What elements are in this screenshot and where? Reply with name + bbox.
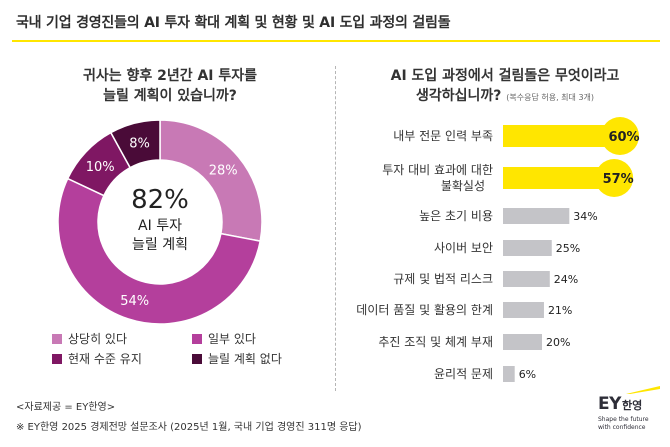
legend-label: 상당히 있다 <box>68 332 128 346</box>
left-question: 귀사는 향후 2년간 AI 투자를 늘릴 계획이 있습니까? <box>20 66 320 106</box>
donut-center-line1: AI 투자 <box>138 218 182 234</box>
donut-slice <box>159 119 263 242</box>
bar-row: 25% 사이버 보안 <box>434 240 580 256</box>
legend-swatch <box>52 353 62 364</box>
bar-category-label-line: 윤리적 문제 <box>434 367 493 381</box>
legend-swatch <box>192 353 202 364</box>
bar-category-label: 규제 및 법적 리스크 <box>393 272 493 286</box>
legend-swatch <box>192 333 202 344</box>
ey-logo-name: 한영 <box>622 399 643 412</box>
bar-category-label: 내부 전문 인력 부족 <box>393 129 493 143</box>
bar-row: 20% 추진 조직 및 체계 부재 <box>378 334 570 350</box>
right-question-line1: AI 도입 과정에서 걸림돌은 무엇이라고 <box>390 68 620 84</box>
bar-value-label: 6% <box>519 368 536 381</box>
bar-category-label-line: 내부 전문 인력 부족 <box>393 129 493 143</box>
bar <box>503 302 544 318</box>
title-underline <box>12 40 660 42</box>
donut-slice-label: 10% <box>86 160 115 175</box>
bar-value-label: 60% <box>608 130 639 145</box>
legend-item: 일부 있다 <box>192 330 256 347</box>
donut-slice <box>109 119 161 169</box>
bar-category-label-line: 추진 조직 및 체계 부재 <box>378 335 493 349</box>
bar-highlight-cap <box>595 159 634 197</box>
right-question: AI 도입 과정에서 걸림돌은 무엇이라고 생각하십니까? (복수응답 허용, … <box>345 66 665 108</box>
legend-label: 일부 있다 <box>208 332 256 346</box>
bar <box>503 240 552 256</box>
bar <box>503 167 615 189</box>
bar-category-label: 높은 초기 비용 <box>419 209 493 223</box>
bar-category-label: 데이터 품질 및 활용의 한계 <box>356 303 493 317</box>
bar-category-label-line: 높은 초기 비용 <box>419 209 493 223</box>
bar-category-label: 사이버 보안 <box>434 241 493 255</box>
donut-slice-label: 54% <box>120 294 149 309</box>
donut-center-value: 82% <box>131 185 189 215</box>
right-question-line2-row: 생각하십니까? (복수응답 허용, 최대 3개) <box>345 86 665 108</box>
bar-value-label: 21% <box>548 304 572 317</box>
ey-logo: EY 한영 Shape the future with confidence <box>596 384 662 440</box>
bar-value-label: 25% <box>556 242 580 255</box>
bar-value-label: 57% <box>603 172 634 187</box>
bar-highlight-cap <box>601 117 639 155</box>
left-question-line1: 귀사는 향후 2년간 AI 투자를 <box>82 68 258 84</box>
bar-category-label-line: 데이터 품질 및 활용의 한계 <box>356 303 493 317</box>
donut-center-line2: 늘릴 계획 <box>132 237 188 253</box>
right-question-note: (복수응답 허용, 최대 3개) <box>506 93 595 102</box>
donut-slice-label: 28% <box>209 164 238 179</box>
legend-label: 현재 수준 유지 <box>68 352 142 366</box>
ey-logo-tagline-2: with confidence <box>598 424 646 431</box>
section-divider <box>335 66 336 391</box>
bar-value-label: 34% <box>573 210 597 223</box>
legend-item: 늘릴 계획 없다 <box>192 350 282 367</box>
bar <box>503 125 620 147</box>
bar-row: 34% 높은 초기 비용 <box>419 208 598 224</box>
page-title: 국내 기업 경영진들의 AI 투자 확대 계획 및 현황 및 AI 도입 과정의… <box>16 15 451 31</box>
bar <box>503 366 515 382</box>
bar-category-label: 윤리적 문제 <box>434 367 493 381</box>
donut-slice <box>57 177 262 325</box>
bar <box>503 208 570 224</box>
bar-value-label: 20% <box>546 336 570 349</box>
source-note: ※ EY한영 2025 경제전망 설문조사 (2025년 1월, 국내 기업 경… <box>16 422 362 433</box>
donut-slice-label: 8% <box>129 137 150 152</box>
bar-category-label-line: 불확실성 <box>441 179 485 193</box>
bar-category-label: 추진 조직 및 체계 부재 <box>378 335 493 349</box>
legend-label: 늘릴 계획 없다 <box>208 352 282 366</box>
legend-item: 상당히 있다 <box>52 330 127 347</box>
ey-logo-slash-icon <box>626 386 660 394</box>
bar-row: 6% 윤리적 문제 <box>434 366 536 382</box>
right-question-line2: 생각하십니까? <box>415 88 502 104</box>
bar-value-label: 24% <box>554 273 578 286</box>
bar-row: 60% 내부 전문 인력 부족 <box>393 117 640 155</box>
bar <box>503 334 542 350</box>
bar-row: 24% 규제 및 법적 리스크 <box>393 271 578 287</box>
left-question-line2: 늘릴 계획이 있습니까? <box>103 88 237 104</box>
bar-category-label-line: 규제 및 법적 리스크 <box>393 272 493 286</box>
legend-swatch <box>52 333 62 344</box>
bar-category-label-line: 사이버 보안 <box>434 241 493 255</box>
legend-item: 현재 수준 유지 <box>52 350 142 367</box>
ey-logo-tagline-1: Shape the future <box>598 416 649 423</box>
bar <box>503 271 550 287</box>
bar-row: 21% 데이터 품질 및 활용의 한계 <box>356 302 572 318</box>
source-credit: <자료제공 = EY한영> <box>16 402 116 413</box>
ey-logo-mark: EY <box>598 394 621 414</box>
bar-category-label-line: 투자 대비 효과에 대한 <box>382 163 493 177</box>
